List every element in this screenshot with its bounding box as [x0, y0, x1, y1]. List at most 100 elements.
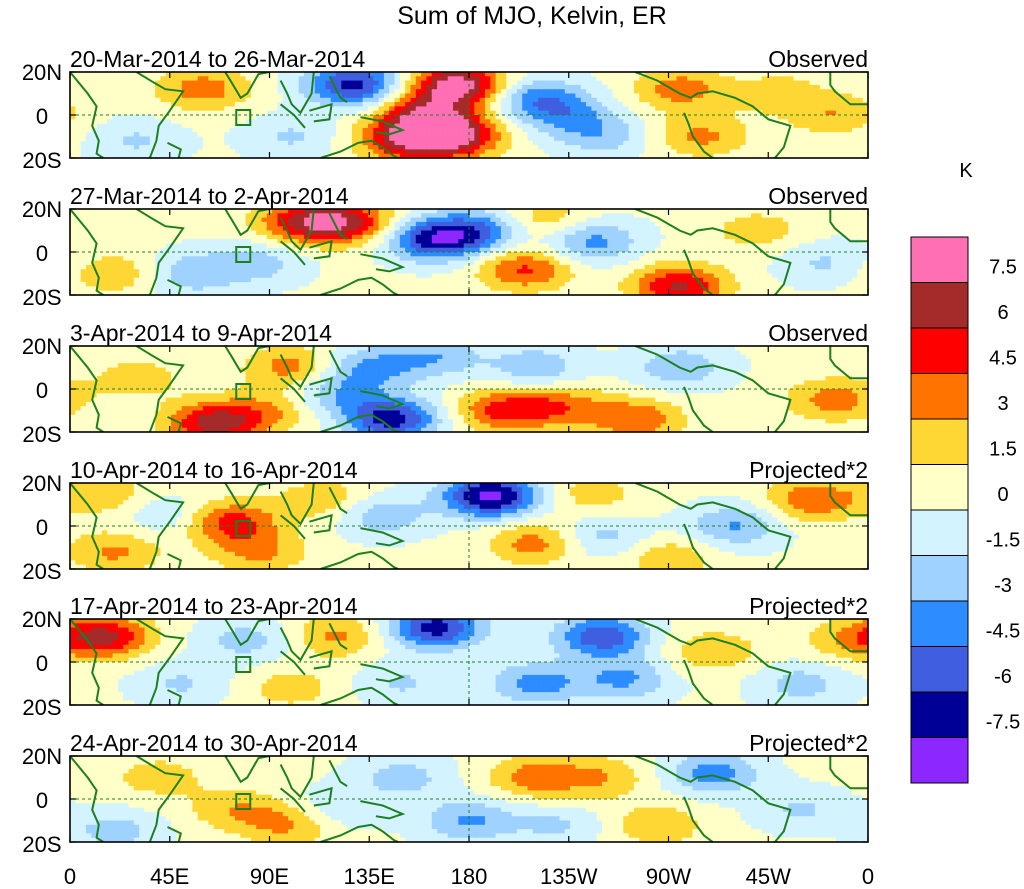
- field-cell: [612, 80, 619, 86]
- field-cell: [75, 209, 82, 214]
- field-cell: [703, 230, 709, 236]
- field-cell: [128, 217, 135, 223]
- field-cell: [639, 252, 646, 257]
- field-cell: [479, 127, 486, 133]
- field-cell: [447, 256, 454, 262]
- field-cell: [607, 256, 614, 262]
- field-cell: [320, 213, 326, 219]
- field-cell: [607, 234, 614, 240]
- field-cell: [298, 149, 305, 155]
- field-cell: [277, 127, 284, 133]
- field-cell: [490, 247, 497, 253]
- field-cell: [144, 239, 151, 244]
- field-cell: [437, 72, 443, 77]
- field-cell: [750, 209, 757, 214]
- field-cell: [793, 252, 800, 257]
- field-cell: [75, 72, 82, 77]
- field-cell: [788, 140, 795, 146]
- field-cell: [846, 234, 853, 240]
- field-cell: [692, 93, 699, 99]
- field-cell: [575, 102, 582, 107]
- field-cell: [623, 153, 630, 158]
- field-cell: [469, 234, 475, 240]
- field-cell: [522, 127, 529, 133]
- field-cell: [633, 230, 640, 236]
- field-cell: [330, 145, 337, 150]
- field-cell: [777, 252, 784, 257]
- field-cell: [304, 132, 310, 138]
- field-cell: [772, 252, 779, 257]
- field-cell: [469, 93, 475, 99]
- field-cell: [437, 145, 443, 150]
- field-cell: [516, 89, 523, 95]
- field-cell: [474, 110, 481, 116]
- field-cell: [846, 153, 853, 158]
- field-cell: [825, 102, 832, 107]
- field-cell: [144, 89, 151, 95]
- field-cell: [330, 230, 337, 236]
- field-cell: [825, 119, 832, 125]
- field-cell: [218, 226, 225, 232]
- field-cell: [123, 89, 130, 95]
- field-cell: [272, 213, 279, 219]
- field-cell: [203, 84, 209, 90]
- field-cell: [373, 93, 380, 99]
- field-cell: [240, 260, 247, 266]
- field-cell: [495, 80, 502, 86]
- field-cell: [336, 209, 342, 214]
- field-cell: [841, 93, 848, 99]
- field-cell: [814, 106, 821, 112]
- field-cell: [820, 136, 827, 142]
- field-cell: [288, 76, 295, 82]
- field-cell: [96, 84, 103, 90]
- field-cell: [772, 72, 779, 77]
- field-cell: [234, 217, 241, 223]
- field-cell: [458, 123, 465, 129]
- field-cell: [570, 226, 576, 232]
- field-cell: [750, 226, 757, 232]
- field-cell: [511, 247, 518, 253]
- field-cell: [655, 145, 662, 150]
- field-cell: [165, 76, 172, 82]
- field-cell: [463, 234, 470, 240]
- field-cell: [256, 97, 263, 103]
- field-cell: [772, 239, 779, 244]
- field-cell: [378, 102, 385, 107]
- field-cell: [777, 256, 784, 262]
- field-cell: [469, 239, 475, 244]
- field-cell: [852, 226, 858, 232]
- field-cell: [596, 89, 603, 95]
- field-cell: [123, 252, 130, 257]
- field-cell: [155, 226, 162, 232]
- field-cell: [367, 149, 374, 155]
- field-cell: [750, 243, 757, 249]
- field-cell: [644, 97, 651, 103]
- field-cell: [692, 76, 699, 82]
- field-cell: [234, 119, 241, 125]
- field-cell: [586, 89, 592, 95]
- field-cell: [474, 213, 481, 219]
- field-cell: [256, 217, 263, 223]
- field-cell: [383, 93, 390, 99]
- field-cell: [591, 106, 598, 112]
- field-cell: [474, 209, 481, 214]
- field-cell: [442, 80, 449, 86]
- field-cell: [91, 140, 98, 146]
- field-cell: [825, 213, 832, 219]
- field-cell: [522, 213, 529, 219]
- field-cell: [745, 84, 752, 90]
- field-cell: [447, 89, 454, 95]
- field-cell: [330, 97, 337, 103]
- field-cell: [298, 256, 305, 262]
- field-cell: [809, 239, 816, 244]
- field-cell: [181, 243, 188, 249]
- field-cell: [107, 239, 114, 244]
- field-cell: [500, 145, 507, 150]
- field-cell: [208, 256, 215, 262]
- field-cell: [782, 76, 789, 82]
- field-cell: [314, 230, 321, 236]
- field-cell: [756, 110, 763, 116]
- field-cell: [644, 140, 651, 146]
- field-cell: [192, 119, 199, 125]
- field-cell: [229, 256, 236, 262]
